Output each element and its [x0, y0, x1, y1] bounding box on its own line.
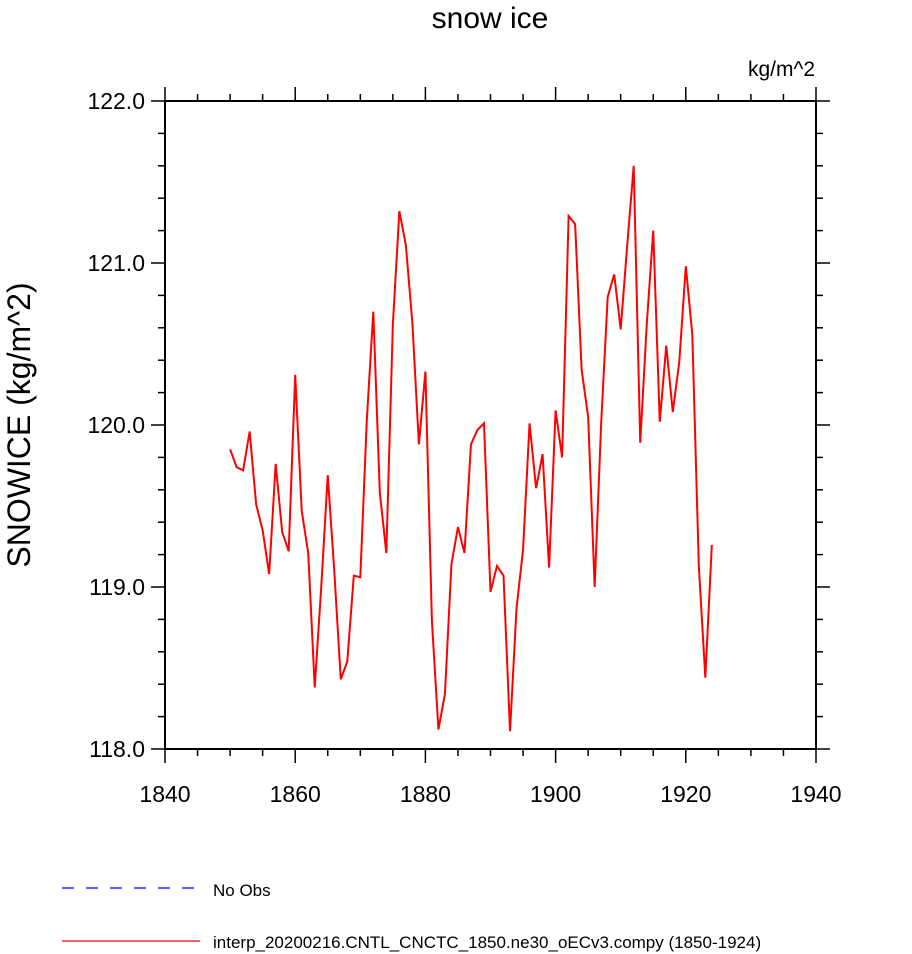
chart-title: snow ice	[432, 2, 549, 35]
y-tick-label: 122.0	[87, 88, 145, 114]
units-label: kg/m^2	[748, 58, 815, 81]
legend-label-model: interp_20200216.CNTL_CNCTC_1850.ne30_oEC…	[213, 933, 761, 952]
x-tick-label: 1900	[530, 781, 581, 807]
series-line-model	[229, 165, 713, 732]
x-tick-label: 1880	[400, 781, 451, 807]
y-tick-label: 118.0	[89, 736, 145, 762]
plot-frame	[164, 100, 817, 750]
y-tick-label: 119.0	[89, 574, 145, 600]
x-tick-label: 1940	[790, 781, 841, 807]
x-tick-label: 1920	[660, 781, 711, 807]
axis-ticks	[151, 87, 830, 763]
x-tick-label: 1840	[139, 781, 190, 807]
legend-label-no-obs: No Obs	[213, 881, 271, 900]
y-axis-label: SNOWICE (kg/m^2)	[1, 282, 37, 567]
y-tick-label: 120.0	[87, 412, 145, 438]
y-tick-label: 121.0	[87, 250, 145, 276]
tick-labels: 1840 1860 1880 1900 1920 1940 118.0 119.0 120.0 1…	[87, 88, 841, 807]
x-tick-label: 1860	[270, 781, 321, 807]
